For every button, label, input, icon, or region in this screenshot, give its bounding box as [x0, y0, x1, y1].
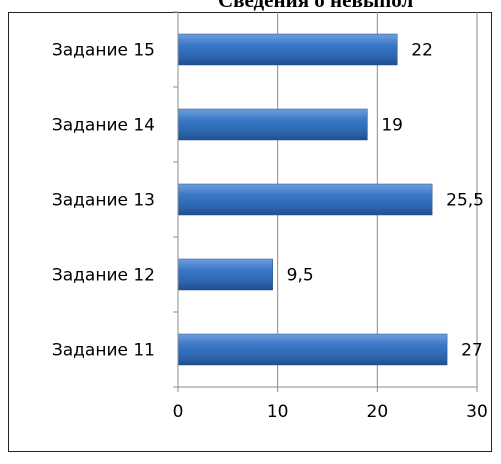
- category-label: Задание 12: [52, 266, 155, 286]
- category-label: Задание 15: [52, 41, 155, 61]
- x-tick-label: 10: [267, 402, 289, 422]
- data-label: 27: [461, 341, 483, 361]
- category-label: Задание 13: [52, 191, 155, 211]
- chart-frame: [8, 12, 492, 452]
- x-tick-label: 20: [367, 402, 389, 422]
- data-label: 25,5: [446, 191, 484, 211]
- bar: [177, 108, 368, 141]
- data-label: 9,5: [287, 266, 314, 286]
- bar: [177, 33, 398, 66]
- x-tick-label: 0: [173, 402, 184, 422]
- data-label: 22: [411, 41, 433, 61]
- x-tick-label: 30: [466, 402, 488, 422]
- bar: [177, 333, 448, 366]
- category-label: Задание 14: [52, 116, 155, 136]
- category-label: Задание 11: [52, 341, 155, 361]
- chart-title: Сведения о невыпол: [218, 0, 414, 12]
- data-label: 19: [381, 116, 403, 136]
- bar: [177, 258, 273, 291]
- bar: [177, 183, 433, 216]
